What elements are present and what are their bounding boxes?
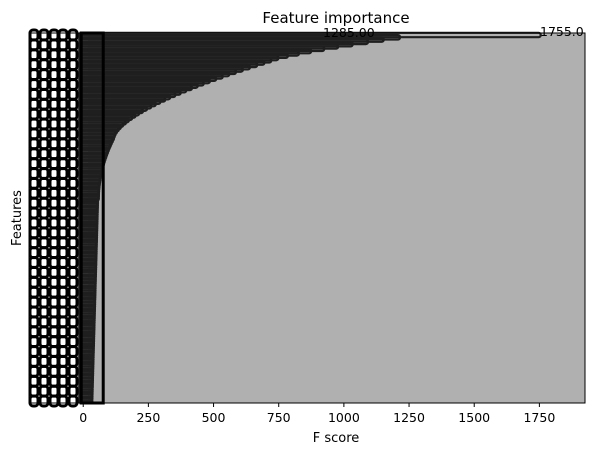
x-tick-label-250: 250 — [136, 410, 160, 425]
y-tick-label — [48, 394, 60, 408]
value-label-secondary: 1285.00 — [323, 25, 375, 40]
x-tick-label-500: 500 — [202, 410, 226, 425]
x-tick-label-1250: 1250 — [393, 410, 425, 425]
y-tick-label — [38, 394, 50, 408]
bars-group — [78, 31, 542, 405]
x-axis-label: F score — [313, 431, 360, 446]
y-axis-label: Features — [10, 190, 25, 246]
x-tick-label-1500: 1500 — [458, 410, 490, 425]
x-axis: 0 250 500 750 1000 1250 1500 1750 — [79, 403, 555, 425]
plot-frame — [28, 32, 586, 404]
x-tick-label-1750: 1750 — [523, 410, 555, 425]
ytick-labels-group — [28, 28, 79, 408]
y-tick-label — [28, 394, 40, 408]
x-tick-label-750: 750 — [267, 410, 291, 425]
chart-title: Feature importance — [262, 9, 409, 27]
y-tick-label — [57, 394, 69, 408]
x-tick-label-0: 0 — [79, 410, 87, 425]
value-label-max: 1755.0 — [540, 24, 584, 39]
y-tick-label — [67, 394, 79, 408]
x-tick-label-1000: 1000 — [328, 410, 360, 425]
